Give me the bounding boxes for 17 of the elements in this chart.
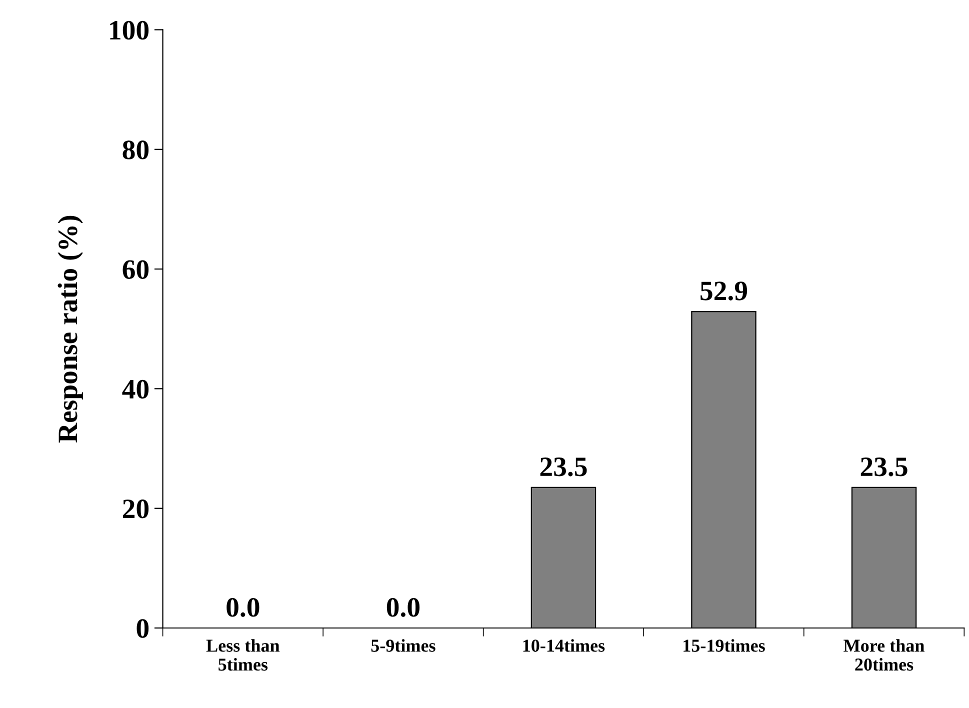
data-label: 52.9 <box>700 282 748 300</box>
x-tick-label: 10-14times <box>523 639 605 652</box>
x-tick-label: More than 20times <box>844 639 924 671</box>
y-tick-label: 20 <box>122 500 149 518</box>
data-label: 23.5 <box>540 458 587 476</box>
x-tick-label: 5-9times <box>371 639 436 652</box>
x-tick-label: 15-19times <box>684 639 765 652</box>
y-tick-label: 80 <box>122 140 149 160</box>
y-tick-label: 60 <box>122 260 149 279</box>
y-tick-label: 0 <box>136 619 149 638</box>
data-label: 0.0 <box>386 598 420 617</box>
y-tick-label: 40 <box>122 380 149 399</box>
y-axis-title: Response ratio (%) <box>58 216 83 443</box>
y-tick-label: 100 <box>110 20 149 40</box>
data-label: 0.0 <box>226 598 260 617</box>
x-tick-label: Less than 5times <box>206 639 280 671</box>
data-label: 23.5 <box>860 458 908 476</box>
